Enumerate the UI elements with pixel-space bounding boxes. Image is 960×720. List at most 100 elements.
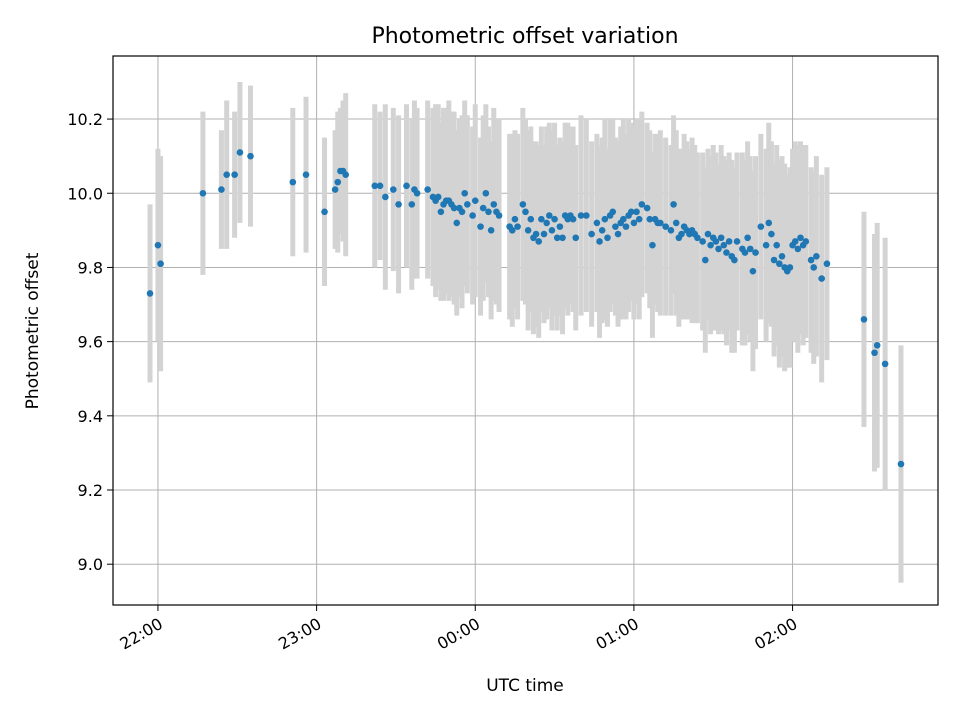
data-point bbox=[485, 208, 492, 216]
data-point bbox=[633, 208, 640, 216]
data-point bbox=[553, 234, 561, 242]
data-point bbox=[723, 249, 730, 256]
data-point bbox=[627, 208, 635, 216]
data-point bbox=[662, 223, 669, 230]
data-point bbox=[778, 253, 786, 260]
data-point bbox=[535, 238, 543, 245]
data-point bbox=[588, 230, 595, 238]
data-point bbox=[556, 223, 564, 230]
data-point bbox=[881, 360, 889, 368]
data-point bbox=[672, 219, 680, 227]
data-point bbox=[289, 178, 297, 186]
data-point bbox=[752, 249, 759, 256]
data-point bbox=[583, 212, 590, 219]
data-point bbox=[376, 182, 384, 190]
data-point bbox=[231, 171, 238, 179]
data-point bbox=[725, 238, 733, 245]
data-point bbox=[773, 241, 781, 249]
data-point bbox=[776, 260, 783, 268]
data-point bbox=[389, 186, 397, 193]
data-point bbox=[495, 212, 503, 219]
data-point bbox=[649, 241, 656, 249]
data-point bbox=[487, 227, 495, 234]
data-point bbox=[453, 219, 461, 227]
data-point bbox=[897, 460, 905, 468]
data-point bbox=[461, 189, 468, 197]
data-point bbox=[614, 230, 622, 238]
data-point bbox=[572, 234, 580, 242]
data-point bbox=[482, 189, 490, 197]
data-point bbox=[551, 215, 558, 223]
data-point bbox=[807, 256, 815, 264]
data-point bbox=[424, 186, 431, 193]
data-point bbox=[545, 212, 553, 219]
data-point bbox=[699, 238, 706, 245]
grid bbox=[113, 56, 938, 605]
data-point bbox=[146, 290, 154, 297]
data-point bbox=[715, 245, 722, 253]
data-point bbox=[371, 182, 379, 190]
data-point bbox=[786, 264, 794, 271]
data-point bbox=[490, 201, 498, 208]
data-point bbox=[860, 316, 868, 323]
y-tick-label: 9.2 bbox=[78, 481, 103, 500]
data-point bbox=[342, 171, 349, 179]
data-point bbox=[548, 227, 556, 234]
data-point bbox=[236, 149, 244, 156]
data-point bbox=[395, 201, 402, 208]
data-point bbox=[791, 238, 799, 245]
data-point bbox=[871, 349, 878, 357]
data-point bbox=[818, 275, 825, 282]
y-tick-label: 9.4 bbox=[78, 407, 103, 426]
y-axis-label: Photometric offset bbox=[23, 252, 43, 409]
data-point bbox=[746, 245, 754, 253]
data-point bbox=[638, 201, 646, 208]
plot-frame bbox=[112, 55, 939, 606]
data-point bbox=[408, 201, 416, 208]
y-tick-label: 9.8 bbox=[78, 258, 103, 277]
data-point bbox=[694, 234, 701, 242]
data-point bbox=[823, 260, 831, 268]
data-point bbox=[559, 234, 566, 242]
data-point bbox=[612, 223, 619, 230]
data-point bbox=[762, 241, 770, 249]
y-tick-label: 10.2 bbox=[67, 110, 103, 129]
data-point bbox=[321, 208, 328, 216]
data-point bbox=[511, 215, 519, 223]
chart-title: Photometric offset variation bbox=[371, 24, 678, 49]
data-point bbox=[731, 256, 738, 264]
data-points bbox=[146, 149, 905, 468]
data-point bbox=[577, 212, 585, 219]
data-point bbox=[593, 219, 601, 227]
data-point bbox=[413, 189, 421, 197]
data-point bbox=[522, 208, 529, 216]
x-axis-label: UTC time bbox=[486, 676, 564, 696]
data-point bbox=[707, 241, 714, 249]
data-point bbox=[543, 219, 550, 227]
data-point bbox=[797, 234, 804, 242]
data-point bbox=[157, 260, 164, 268]
data-point bbox=[702, 256, 709, 264]
data-point bbox=[601, 215, 609, 223]
data-point bbox=[765, 219, 773, 227]
data-point bbox=[643, 204, 651, 212]
data-point bbox=[331, 186, 339, 193]
data-point bbox=[873, 342, 881, 349]
data-point bbox=[604, 234, 611, 242]
data-point bbox=[471, 197, 479, 204]
data-point bbox=[744, 234, 751, 242]
data-point bbox=[810, 264, 818, 271]
data-point bbox=[630, 219, 638, 227]
data-point bbox=[670, 201, 677, 208]
data-point bbox=[218, 186, 225, 193]
data-point bbox=[667, 227, 675, 234]
data-point bbox=[199, 189, 207, 197]
data-point bbox=[717, 234, 725, 242]
data-point bbox=[620, 215, 627, 223]
data-point bbox=[598, 227, 606, 234]
data-point bbox=[741, 249, 749, 256]
data-point bbox=[802, 238, 810, 245]
data-point bbox=[334, 178, 342, 186]
data-point bbox=[733, 238, 741, 245]
data-point bbox=[524, 227, 532, 234]
